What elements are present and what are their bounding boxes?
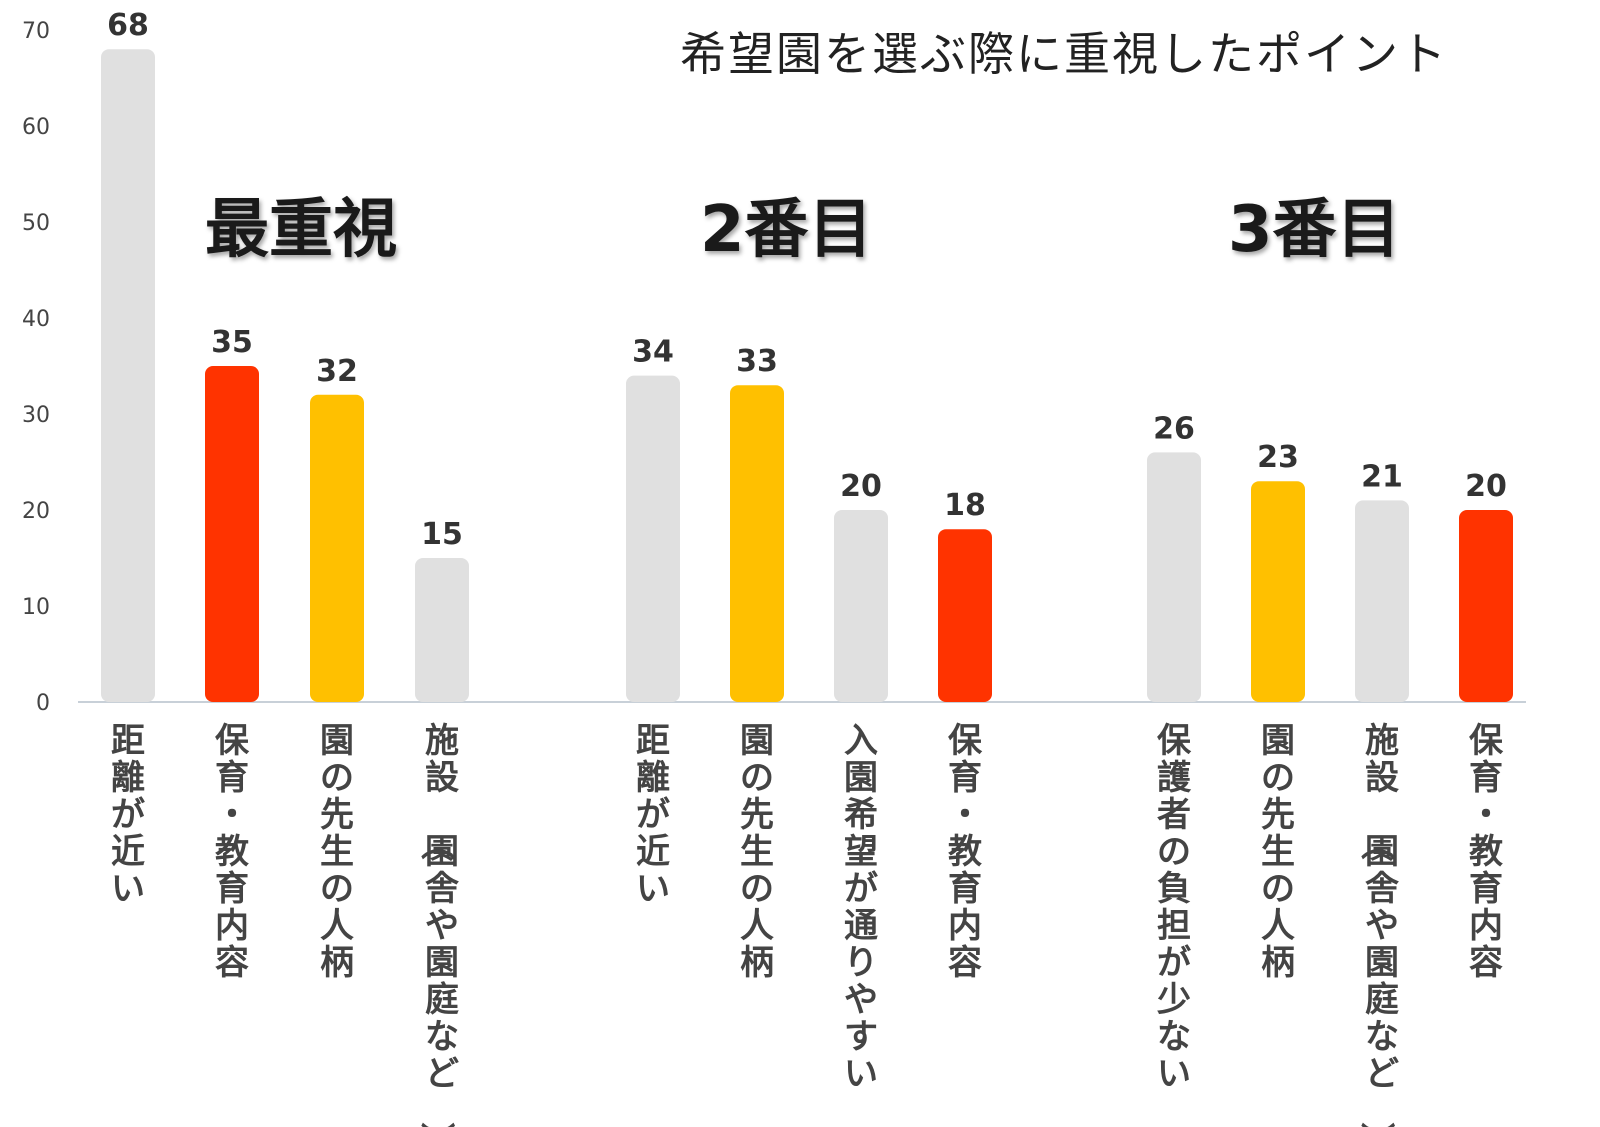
data-label-1-2: 35	[211, 325, 253, 360]
data-label-2-4: 18	[944, 488, 986, 523]
bar-1-1	[101, 49, 155, 702]
y-tick-label: 70	[22, 19, 50, 44]
bar-2-1	[626, 375, 680, 702]
y-tick-label: 40	[22, 307, 50, 332]
data-label-3-4: 20	[1465, 469, 1507, 504]
y-tick-label: 10	[22, 595, 50, 620]
data-label-1-4: 15	[421, 517, 463, 552]
category-label-3-3: 施設（園舎や園庭など）	[1356, 721, 1399, 1127]
data-label-3-2: 23	[1257, 440, 1299, 475]
y-tick-label: 20	[22, 499, 50, 524]
data-label-2-2: 33	[736, 344, 778, 379]
bar-3-3	[1355, 500, 1409, 702]
data-label-1-3: 32	[316, 354, 358, 389]
category-label-1-2: 保育・教育内容	[215, 721, 250, 983]
bar-3-2	[1251, 481, 1305, 702]
y-tick-label: 50	[22, 211, 50, 236]
category-label-1-4: 施設（園舎や園庭など）	[416, 721, 459, 1127]
category-label-3-2: 園の先生の人柄	[1261, 721, 1295, 983]
data-label-2-1: 34	[632, 335, 674, 370]
bar-2-4	[938, 529, 992, 702]
data-label-2-3: 20	[840, 469, 882, 504]
category-label-1-3: 園の先生の人柄	[320, 721, 354, 983]
data-label-3-1: 26	[1153, 411, 1195, 446]
group-label-third: 3番目	[1228, 193, 1401, 267]
bar-2-3	[834, 510, 888, 702]
bar-1-2	[205, 366, 259, 702]
category-label-2-3: 入園希望が通りやすい	[844, 721, 878, 1094]
category-label-2-2: 園の先生の人柄	[740, 721, 774, 983]
group-label-most-important: 最重視	[205, 193, 397, 267]
y-tick-label: 60	[22, 115, 50, 140]
bar-1-3	[310, 394, 364, 702]
group-label-second: 2番目	[700, 193, 873, 267]
category-label-1-1: 距離が近い	[111, 721, 145, 909]
data-label-1-1: 68	[107, 8, 149, 43]
category-label-3-1: 保護者の負担が少ない	[1157, 721, 1192, 1094]
category-label-2-1: 距離が近い	[636, 721, 670, 909]
bar-2-2	[730, 385, 784, 702]
category-label-3-4: 保育・教育内容	[1469, 721, 1504, 983]
category-label-2-4: 保育・教育内容	[948, 721, 983, 983]
bar-3-1	[1147, 452, 1201, 702]
bar-3-4	[1459, 510, 1513, 702]
chart-title: 希望園を選ぶ際に重視したポイント	[680, 27, 1448, 81]
y-tick-label: 0	[36, 691, 50, 716]
data-label-3-3: 21	[1361, 459, 1403, 494]
bar-1-4	[415, 558, 469, 702]
y-tick-label: 30	[22, 403, 50, 428]
